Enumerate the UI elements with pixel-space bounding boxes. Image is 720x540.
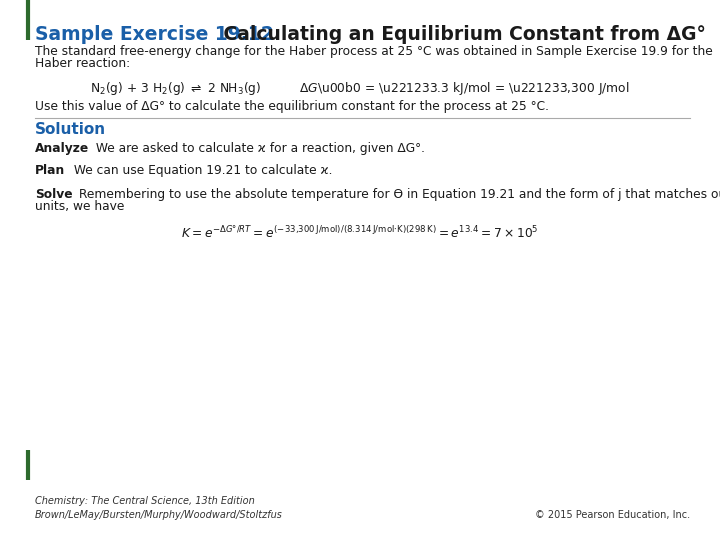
Text: We are asked to calculate ϰ for a reaction, given ΔG°.: We are asked to calculate ϰ for a reacti… — [92, 142, 425, 155]
Text: Analyze: Analyze — [35, 142, 89, 155]
Text: Use this value of ΔG° to calculate the equilibrium constant for the process at 2: Use this value of ΔG° to calculate the e… — [35, 100, 549, 113]
Text: We can use Equation 19.21 to calculate ϰ.: We can use Equation 19.21 to calculate ϰ… — [70, 164, 333, 177]
Text: Solution: Solution — [35, 122, 106, 137]
Text: The standard free-energy change for the Haber process at 25 °C was obtained in S: The standard free-energy change for the … — [35, 45, 713, 58]
Text: Sample Exercise 19.12: Sample Exercise 19.12 — [35, 25, 274, 44]
Text: units, we have: units, we have — [35, 200, 125, 213]
Text: Solve: Solve — [35, 188, 73, 201]
Text: Calculating an Equilibrium Constant from ΔG°: Calculating an Equilibrium Constant from… — [217, 25, 706, 44]
Text: © 2015 Pearson Education, Inc.: © 2015 Pearson Education, Inc. — [535, 510, 690, 520]
Text: Haber reaction:: Haber reaction: — [35, 57, 130, 70]
Text: N$_2$(g) + 3 H$_2$(g) $\rightleftharpoons$ 2 NH$_3$(g)          $\Delta G$\u00b0: N$_2$(g) + 3 H$_2$(g) $\rightleftharpoon… — [90, 80, 630, 97]
Text: $K = e^{-\Delta G°/RT} = e^{(-33{,}300\,\mathrm{J/mol})/(8.314\,\mathrm{J/mol{\c: $K = e^{-\Delta G°/RT} = e^{(-33{,}300\,… — [181, 225, 539, 241]
Text: Chemistry: The Central Science, 13th Edition
Brown/LeMay/Bursten/Murphy/Woodward: Chemistry: The Central Science, 13th Edi… — [35, 496, 283, 520]
Text: Plan: Plan — [35, 164, 66, 177]
Text: Remembering to use the absolute temperature for ϴ in Equation 19.21 and the form: Remembering to use the absolute temperat… — [75, 188, 720, 201]
